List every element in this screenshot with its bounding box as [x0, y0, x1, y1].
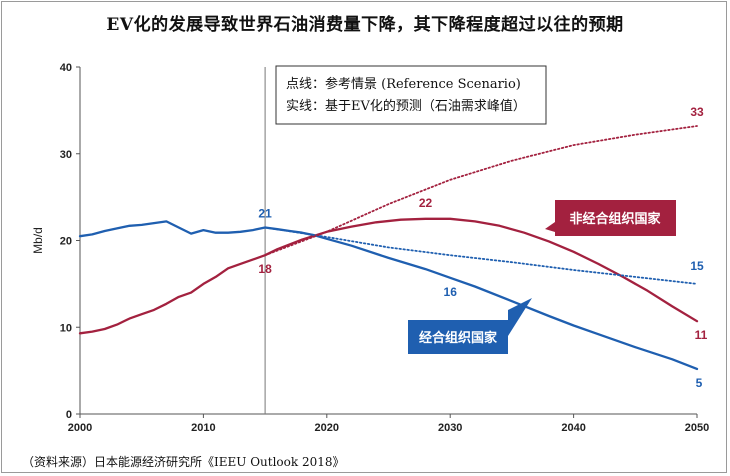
y-tick-label: 10: [60, 322, 72, 334]
y-tick-label: 20: [60, 236, 72, 248]
data-label: 15: [690, 259, 704, 273]
oecd-label: 经合组织国家: [419, 330, 498, 346]
x-tick-label: 2030: [438, 422, 462, 434]
y-tick-label: 40: [60, 62, 72, 74]
oecd-label-box: 经合组织国家: [408, 298, 532, 354]
series-line-nonoecd-reference: [264, 125, 698, 257]
nonoecd-label: 非经合组织国家: [569, 211, 661, 227]
y-tick-label: 30: [60, 149, 72, 161]
legend-line-1: 点线：参考情景 (Reference Scenario): [286, 76, 521, 92]
x-tick-label: 2020: [315, 422, 339, 434]
x-tick-label: 2050: [685, 422, 709, 434]
x-tick-label: 2040: [561, 422, 585, 434]
series-lines: [78, 125, 699, 371]
data-label: 16: [444, 285, 458, 299]
y-tick-label: 0: [66, 409, 72, 421]
chart-title: EV化的发展导致世界石油消费量下降，其下降程度超过以往的预期: [106, 15, 624, 35]
data-label: 5: [696, 376, 703, 390]
data-label: 21: [258, 206, 272, 220]
data-label: 18: [258, 262, 272, 276]
data-label: 33: [690, 105, 704, 119]
data-label: 22: [419, 196, 433, 210]
series-line-oecd-reference: [264, 226, 698, 285]
nonoecd-label-box: 非经合组织国家: [545, 200, 676, 236]
source-note: （资料来源）日本能源经济研究所《IEEU Outlook 2018》: [22, 455, 345, 469]
series-line-nonoecd: [78, 217, 699, 335]
series-line-oecd: [78, 220, 699, 371]
x-tick-label: 2000: [68, 422, 92, 434]
data-label: 11: [695, 328, 708, 342]
x-tick-label: 2010: [191, 422, 215, 434]
data-labels: 21 18 22 16 33 15 11 5: [258, 105, 707, 390]
y-axis-label: Mb/d: [31, 227, 45, 254]
legend-line-2: 实线：基于EV化的预测（石油需求峰值）: [286, 98, 526, 114]
legend-box: 点线：参考情景 (Reference Scenario) 实线：基于EV化的预测…: [275, 65, 547, 125]
